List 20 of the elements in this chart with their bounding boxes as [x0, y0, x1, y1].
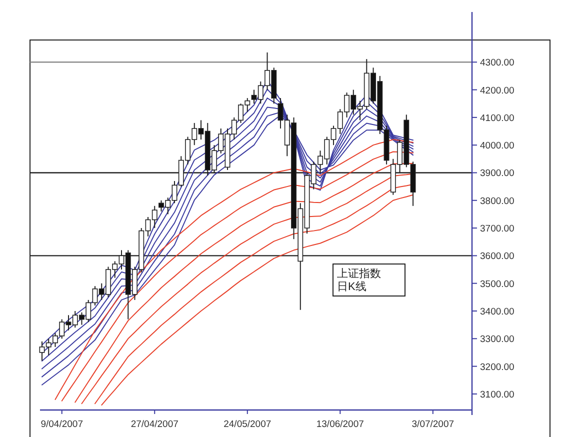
y-tick-label: 3100.00 [480, 389, 514, 400]
y-tick-label: 3700.00 [480, 224, 514, 235]
y-tick-label: 3300.00 [480, 334, 514, 346]
y-tick-label: 3400.00 [480, 306, 514, 318]
y-tick-label: 3600.00 [480, 251, 514, 262]
x-tick-label: 13/06/2007 [316, 419, 364, 430]
y-tick-label: 4200.00 [480, 85, 514, 96]
y-tick-label: 4000.00 [480, 140, 514, 152]
y-tick-label: 4300.00 [480, 58, 514, 69]
x-tick-label: 27/04/2007 [130, 419, 178, 430]
annotation: 上证指数 [337, 267, 381, 280]
x-tick-label: 9/04/2007 [40, 419, 83, 430]
y-tick-label: 3200.00 [480, 362, 514, 373]
y-tick-label: 3900.00 [480, 168, 514, 180]
annotation: 日K线 [337, 280, 366, 293]
x-tick-label: 24/05/2007 [224, 419, 272, 430]
y-tick-label: 3800.00 [480, 196, 514, 207]
x-tick-label: 3/07/2007 [412, 419, 454, 430]
y-tick-label: 3500.00 [480, 278, 514, 290]
y-tick-label: 4100.00 [480, 112, 514, 124]
